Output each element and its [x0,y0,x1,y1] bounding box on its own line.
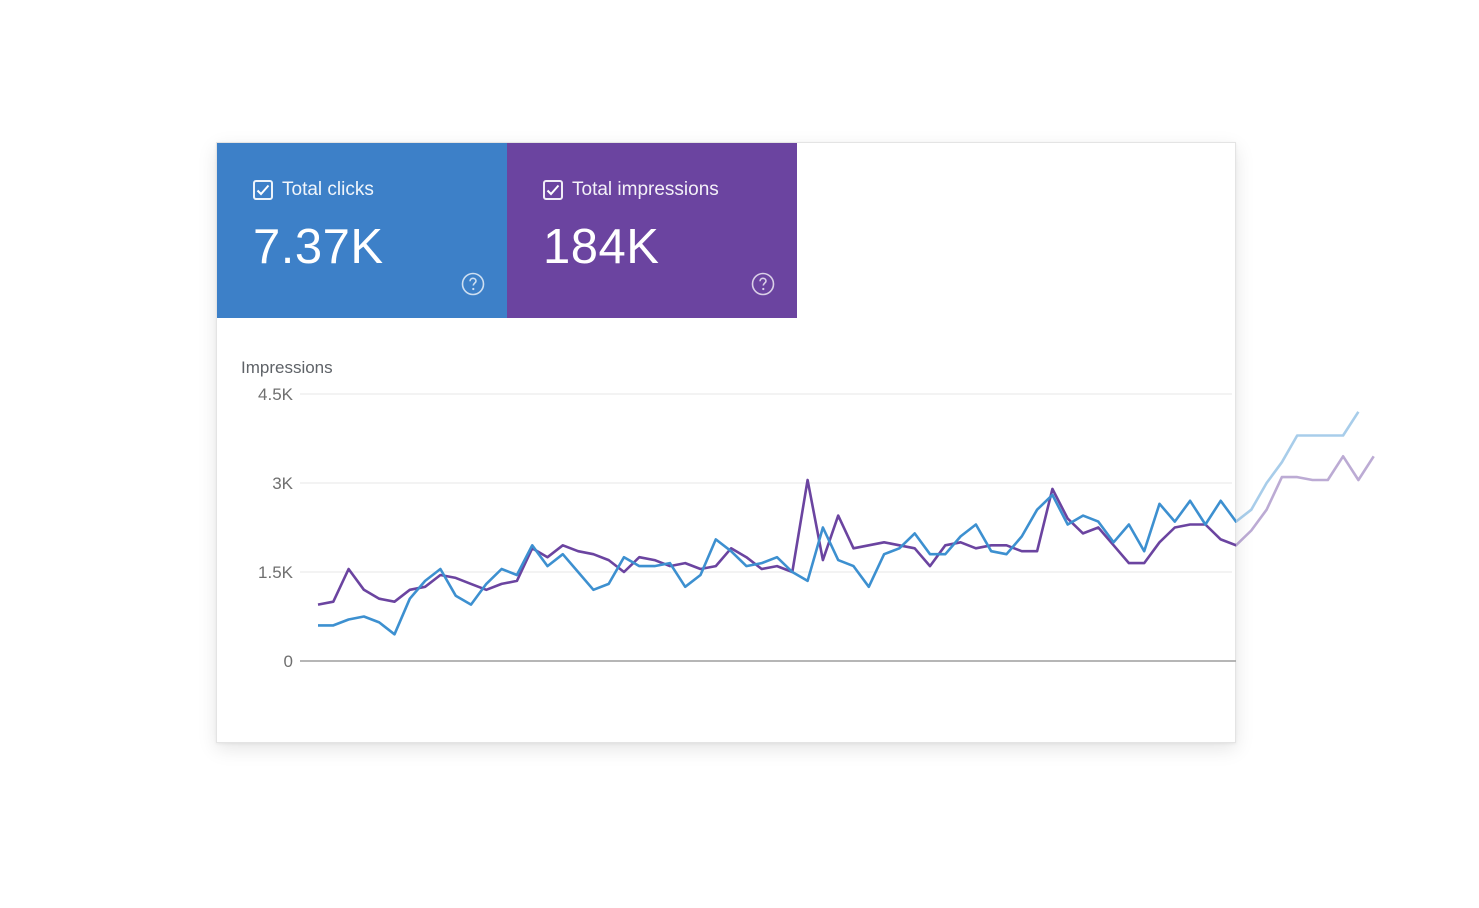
help-circle-icon[interactable] [751,272,775,296]
total-impressions-label: Total impressions [572,179,719,200]
total-clicks-label: Total clicks [282,179,374,200]
checkmark-icon [256,184,270,196]
total-clicks-tile[interactable]: Total clicks 7.37K [217,143,507,318]
total-impressions-checkbox[interactable] [543,180,563,200]
total-impressions-header: Total impressions [543,179,719,201]
y-tick-label: 1.5K [258,563,293,582]
total-clicks-header: Total clicks [253,179,374,201]
total-clicks-value: 7.37K [253,220,384,274]
y-tick-label: 4.5K [258,385,293,404]
clicks-series-line [318,493,1236,636]
y-axis-title: Impressions [241,358,333,377]
checkmark-icon [546,184,560,196]
y-tick-label: 0 [283,652,293,671]
total-impressions-value: 184K [543,220,660,274]
impressions-chart: Impressions 0 1.5K 3K 4.5K [217,318,1237,742]
total-clicks-checkbox[interactable] [253,180,273,200]
total-impressions-tile[interactable]: Total impressions 184K [507,143,797,318]
help-circle-icon[interactable] [461,272,485,296]
y-tick-label: 3K [272,474,293,493]
impressions-series-line [317,478,1236,606]
performance-card: Total clicks 7.37K Total impressions 184… [216,142,1236,743]
